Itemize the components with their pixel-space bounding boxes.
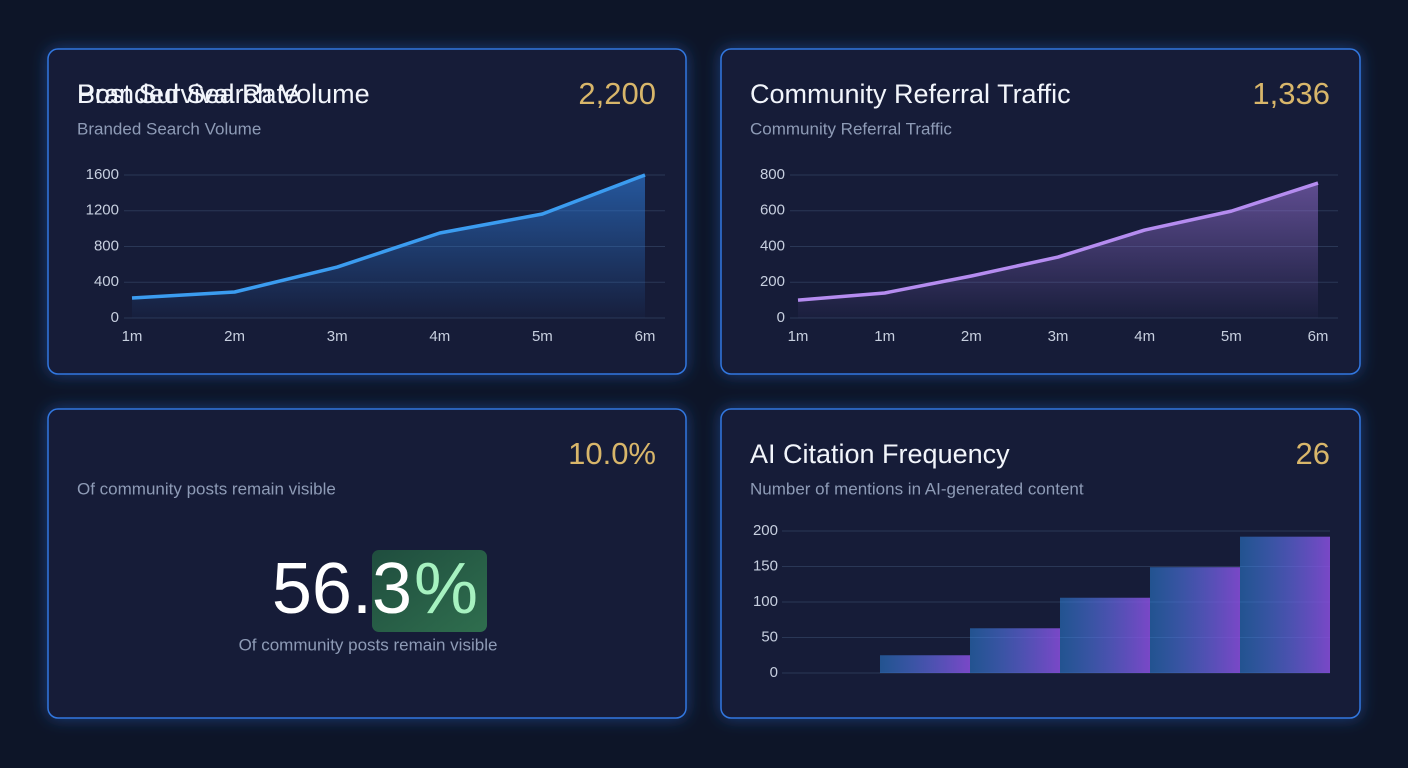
x-tick-label: 2m xyxy=(961,328,982,345)
y-tick-label: 150 xyxy=(753,557,778,574)
area xyxy=(798,183,1318,318)
card-title: AI Citation Frequency xyxy=(750,439,1010,469)
step-area xyxy=(880,655,970,673)
y-tick-label: 1200 xyxy=(86,202,119,219)
card-subtitle: Community Referral Traffic xyxy=(750,119,952,138)
card xyxy=(47,408,687,719)
y-tick-label: 400 xyxy=(94,273,119,290)
step-area xyxy=(1060,597,1150,673)
y-tick-label: 600 xyxy=(760,202,785,219)
x-tick-label: 2m xyxy=(224,328,245,345)
kpi-value: 2,200 xyxy=(578,76,656,111)
x-tick-label: 3m xyxy=(327,328,348,345)
card-subtitle: Of community posts remain visible xyxy=(77,479,336,498)
step-area xyxy=(1150,567,1240,673)
line xyxy=(797,181,1319,302)
x-tick-label: 6m xyxy=(635,328,656,345)
x-tick-label: 6m xyxy=(1308,328,1329,345)
caption: Of community posts remain visible xyxy=(239,635,498,654)
x-tick-label: 5m xyxy=(1221,328,1242,345)
y-tick-label: 200 xyxy=(760,273,785,290)
x-tick-label: 1m xyxy=(788,328,809,345)
line xyxy=(131,173,646,300)
x-tick-label: 3m xyxy=(1048,328,1069,345)
y-tick-label: 800 xyxy=(94,237,119,254)
kpi-value: 10.0% xyxy=(568,436,656,471)
area xyxy=(132,175,645,318)
big-value: 56.3 xyxy=(272,549,412,629)
card-title: Post Survival Rate xyxy=(77,79,299,109)
x-tick-label: 1m xyxy=(122,328,143,345)
kpi-value: 26 xyxy=(1296,436,1330,471)
big-unit: % xyxy=(414,549,478,629)
y-tick-label: 50 xyxy=(761,628,778,645)
y-tick-label: 100 xyxy=(753,593,778,610)
x-tick-label: 1m xyxy=(874,328,895,345)
x-tick-label: 4m xyxy=(429,328,450,345)
card-title: Branded Search Volume xyxy=(77,79,370,109)
x-tick-label: 5m xyxy=(532,328,553,345)
kpi-value: 1,336 xyxy=(1252,76,1330,111)
y-tick-label: 0 xyxy=(111,309,119,326)
badge xyxy=(372,550,487,632)
y-tick-label: 400 xyxy=(760,237,785,254)
card-title: Community Referral Traffic xyxy=(750,79,1071,109)
y-tick-label: 800 xyxy=(760,166,785,183)
y-tick-label: 0 xyxy=(770,664,778,681)
x-tick-label: 4m xyxy=(1134,328,1155,345)
step-area xyxy=(970,628,1060,673)
card-subtitle: Number of mentions in AI-generated conte… xyxy=(750,479,1084,498)
step-area xyxy=(1240,536,1330,673)
y-tick-label: 1600 xyxy=(86,166,119,183)
y-tick-label: 0 xyxy=(777,309,785,326)
y-tick-label: 200 xyxy=(753,522,778,539)
card-subtitle: Branded Search Volume xyxy=(77,119,261,138)
